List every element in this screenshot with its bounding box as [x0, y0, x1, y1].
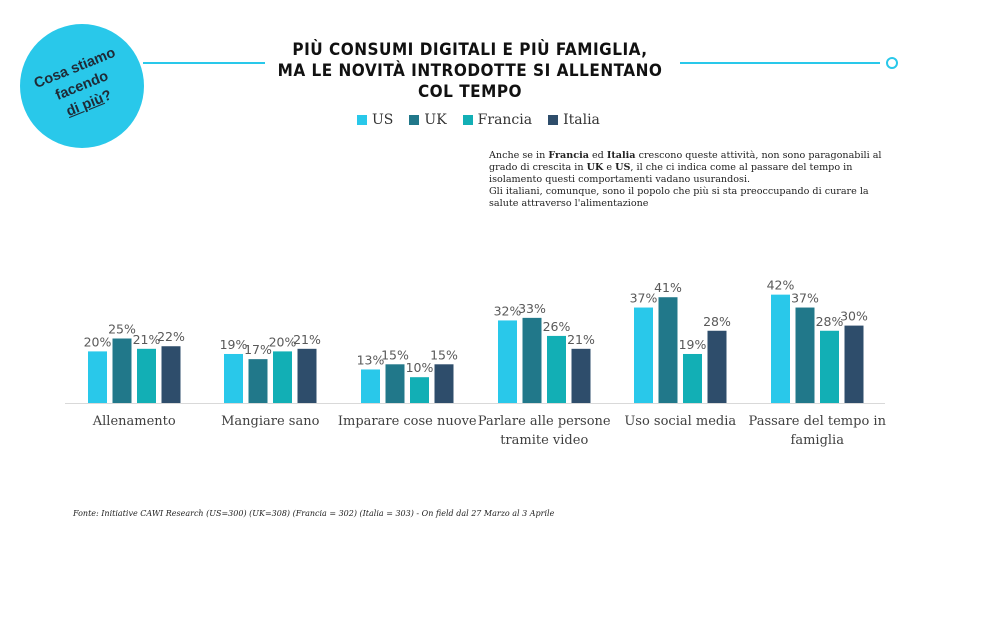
bar-uk-4: [522, 317, 542, 403]
data-label-uk-5: 41%: [654, 280, 682, 295]
data-label-us-2: 19%: [220, 337, 248, 352]
bar-francia-2: [273, 351, 292, 403]
data-label-us-6: 42%: [767, 278, 795, 293]
legend-item-us: US: [357, 112, 393, 128]
data-label-italia-1: 22%: [157, 329, 185, 344]
data-label-uk-1: 25%: [108, 322, 136, 337]
note-highlight-francia: Francia: [548, 150, 589, 161]
legend-label-us: US: [372, 112, 394, 128]
bar-francia-1: [137, 348, 156, 403]
bar-italia-6: [844, 325, 864, 403]
data-label-francia-5: 19%: [679, 337, 707, 352]
legend-label-francia: Francia: [477, 112, 533, 128]
commentary-note: Anche se in Francia ed Italia crescono q…: [489, 150, 889, 210]
data-label-italia-3: 15%: [430, 347, 458, 362]
data-label-uk-6: 37%: [791, 291, 819, 306]
category-label-2: Mangiare sano: [221, 414, 319, 429]
category-label-6-line-1: Passare del tempo in: [749, 414, 887, 429]
data-label-italia-2: 21%: [293, 332, 321, 347]
bar-us-2: [224, 353, 243, 403]
legend-swatch-francia: [462, 115, 473, 125]
note-text: ed: [588, 150, 607, 161]
category-label-6-line-2: famiglia: [791, 433, 845, 448]
title-line-1: PIÙ CONSUMI DIGITALI E PIÙ FAMIGLIA,: [292, 40, 648, 60]
bar-uk-6: [795, 307, 815, 403]
bar-us-4: [498, 320, 517, 403]
note-highlight-us: US: [615, 162, 631, 173]
title-rule-left: [143, 62, 265, 64]
bar-italia-1: [161, 346, 181, 403]
data-label-francia-2: 20%: [269, 334, 297, 349]
data-label-francia-4: 26%: [543, 319, 571, 334]
category-label-3: Imparare cose nuove: [338, 414, 477, 429]
legend-swatch-us: [357, 115, 367, 125]
section-badge: Cosa stiamo facendo di più?: [20, 24, 144, 148]
data-label-italia-6: 30%: [840, 309, 868, 324]
bar-uk-3: [385, 364, 405, 403]
legend-label-italia: Italia: [563, 112, 600, 128]
bar-us-6: [771, 294, 790, 403]
legend-swatch-uk: [409, 115, 420, 125]
chart-legend: US UK Francia Italia: [357, 112, 616, 128]
title-rule-right: [680, 62, 880, 64]
bar-francia-3: [410, 377, 429, 403]
bar-uk-5: [658, 297, 678, 403]
data-label-francia-6: 28%: [816, 314, 844, 329]
legend-item-uk: UK: [409, 112, 447, 128]
data-label-uk-3: 15%: [381, 347, 409, 362]
data-label-us-4: 32%: [494, 303, 522, 318]
legend-item-francia: Francia: [462, 112, 533, 128]
page-title: PIÙ CONSUMI DIGITALI E PIÙ FAMIGLIA, MA …: [260, 40, 680, 103]
bar-uk-1: [112, 338, 132, 403]
bar-francia-4: [547, 335, 566, 403]
data-label-us-3: 13%: [357, 352, 385, 367]
note-text: e: [603, 162, 616, 173]
note-paragraph-1: Anche se in Francia ed Italia crescono q…: [489, 150, 889, 186]
note-highlight-uk: UK: [586, 162, 604, 173]
category-label-4-line-2: tramite video: [500, 433, 588, 448]
note-text: , il che ci indica come al passare del t…: [489, 162, 853, 185]
data-label-us-5: 37%: [630, 291, 658, 306]
bar-us-5: [634, 307, 653, 403]
category-label-5: Uso social media: [624, 414, 736, 429]
data-label-francia-3: 10%: [406, 360, 434, 375]
data-label-uk-4: 33%: [518, 301, 546, 316]
note-text: crescono queste attività, non sono parag…: [489, 150, 882, 173]
data-label-italia-4: 21%: [567, 332, 595, 347]
bar-uk-2: [248, 359, 268, 403]
legend-label-uk: UK: [424, 112, 447, 128]
bar-us-1: [88, 351, 107, 403]
note-highlight-italia: Italia: [606, 150, 636, 161]
category-label-4-line-1: Parlare alle persone: [478, 414, 611, 429]
legend-item-italia: Italia: [548, 112, 600, 128]
bar-italia-5: [707, 330, 727, 403]
note-text: Anche se in: [489, 150, 549, 161]
title-rule-end-dot: [886, 57, 898, 69]
data-label-italia-5: 28%: [703, 314, 731, 329]
note-paragraph-2: Gli italiani, comunque, sono il popolo c…: [489, 186, 869, 209]
legend-swatch-italia: [548, 115, 559, 125]
bar-italia-3: [434, 364, 454, 403]
data-label-us-1: 20%: [84, 334, 112, 349]
bar-francia-5: [683, 353, 702, 403]
bar-francia-6: [820, 330, 839, 403]
title-line-2: MA LE NOVITÀ INTRODOTTE SI ALLENTANO COL…: [277, 61, 663, 102]
bar-italia-2: [297, 348, 317, 403]
data-label-uk-2: 17%: [244, 342, 272, 357]
bar-us-3: [361, 369, 380, 403]
bar-italia-4: [571, 348, 591, 403]
category-label-1: Allenamento: [92, 414, 176, 429]
source-footnote: Fonte: Initiative CAWI Research (US=300)…: [73, 509, 555, 518]
data-label-francia-1: 21%: [133, 332, 161, 347]
